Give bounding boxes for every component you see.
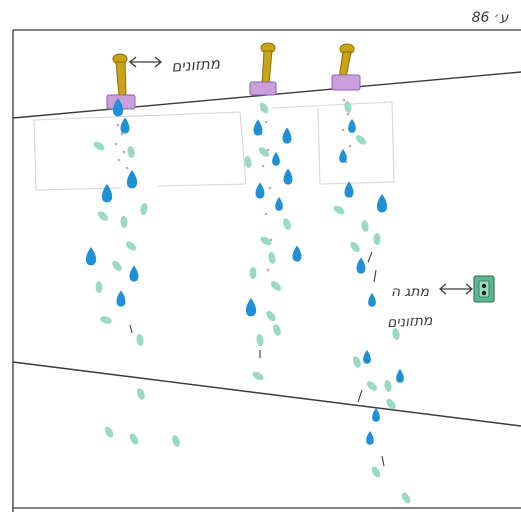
blue-drop	[376, 194, 388, 213]
mint-splash	[401, 492, 411, 504]
mint-splash	[137, 388, 145, 400]
mint-splash	[283, 218, 291, 230]
mint-splash	[252, 371, 264, 381]
blue-drop	[356, 257, 366, 274]
wall-panels	[33, 101, 395, 191]
mint-splash	[129, 433, 139, 445]
blue-drop	[255, 182, 265, 199]
blue-water-drops	[85, 98, 404, 445]
nozzle-3	[331, 43, 361, 91]
mint-splash	[127, 146, 135, 158]
mint-splash	[244, 156, 252, 168]
blue-drop	[366, 431, 374, 445]
blue-drop	[253, 119, 263, 136]
sprinkler-nozzle-icon	[112, 53, 128, 97]
mint-splash	[104, 426, 114, 438]
sprinkler-nozzle-icon	[338, 43, 355, 79]
mint-splash	[259, 102, 269, 114]
mint-splash	[266, 310, 276, 322]
nozzle-2	[249, 42, 277, 96]
mint-splash	[270, 281, 282, 291]
blue-drop	[101, 184, 113, 203]
mint-splash	[386, 398, 396, 410]
sprinkler-nozzle-icon	[260, 42, 276, 85]
mint-splash	[136, 334, 144, 346]
blue-drop	[282, 127, 292, 144]
blue-drop	[245, 298, 257, 317]
mint-water-splashes	[93, 101, 411, 504]
mint-splash	[125, 241, 137, 251]
blue-drop	[372, 408, 380, 422]
floor-line	[12, 361, 521, 427]
mint-splash	[384, 380, 392, 392]
blue-drop	[116, 290, 126, 307]
mint-splash	[392, 328, 400, 340]
blue-drop	[344, 181, 354, 198]
blue-drop	[275, 197, 283, 211]
page-mark: ע׳ 86	[472, 10, 509, 26]
mint-splash	[258, 147, 270, 157]
mint-splash	[120, 216, 128, 228]
fine-spray	[114, 98, 352, 272]
blue-drop	[272, 152, 280, 166]
mint-splash	[100, 316, 112, 324]
wall-switch-icon[interactable]	[473, 275, 495, 303]
mint-splash	[361, 220, 369, 232]
blue-drop	[126, 170, 138, 189]
blue-drop	[283, 168, 293, 185]
mint-splash	[112, 260, 122, 272]
mint-splash	[333, 205, 345, 215]
switch-label-line1: מתג ה	[391, 284, 430, 300]
switch-label-line2: מתזונים	[387, 313, 434, 331]
blue-drop	[396, 369, 404, 383]
double-arrow-icon	[438, 283, 474, 295]
blue-drop	[120, 117, 130, 134]
mint-splash	[93, 141, 105, 151]
mint-splash	[371, 466, 381, 478]
mint-splash	[373, 233, 381, 245]
blue-drop	[368, 293, 376, 307]
page-frame	[12, 29, 521, 512]
mint-splash	[268, 252, 276, 264]
blue-drop	[348, 119, 356, 133]
spray-strokes	[129, 251, 385, 467]
mint-splash	[95, 281, 103, 293]
nozzle-mount	[331, 74, 361, 91]
mint-splash	[273, 324, 281, 336]
mint-splash	[256, 334, 264, 346]
mint-splash	[260, 236, 272, 246]
mint-splash	[249, 267, 257, 279]
mint-splash	[172, 435, 180, 447]
mint-splash	[350, 241, 360, 253]
blue-drop	[85, 247, 97, 266]
blue-drop	[112, 98, 124, 117]
nozzle-mount	[249, 81, 277, 96]
mint-splash	[353, 356, 361, 368]
mint-splash	[355, 135, 367, 145]
mint-splash	[344, 101, 352, 113]
blue-drop	[292, 245, 302, 262]
mint-splash	[366, 381, 378, 391]
nozzles-label: מתזונים	[171, 54, 222, 75]
double-arrow-icon	[128, 56, 163, 68]
blue-drop	[339, 149, 347, 163]
mint-splash	[97, 211, 109, 221]
mint-splash	[140, 203, 148, 215]
blue-drop	[363, 350, 371, 364]
blue-drop	[129, 265, 139, 282]
